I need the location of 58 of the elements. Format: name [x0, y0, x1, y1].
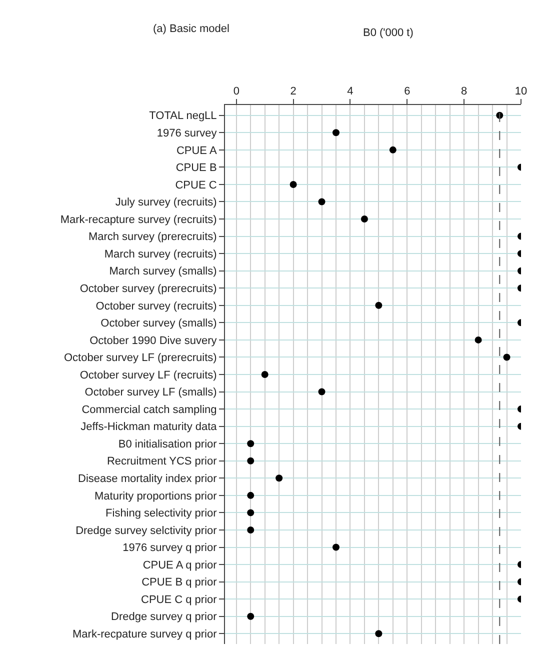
x-tick-label: 6 [404, 86, 410, 98]
x-tick-label: 2 [290, 86, 296, 98]
y-tick-label: October survey LF (recruits) [80, 369, 217, 382]
x-tick-label: 0 [233, 86, 240, 98]
point [247, 492, 254, 499]
point [247, 440, 254, 448]
y-tick-label: TOTAL negLL [149, 110, 217, 122]
y-tick-label: Commercial catch sampling [82, 404, 217, 416]
x-tick-label: 10 [514, 86, 528, 98]
point [332, 544, 340, 551]
point [318, 388, 326, 396]
y-tick-label: March survey (smalls) [109, 266, 217, 278]
point [503, 354, 510, 361]
y-tick-label: CPUE C [175, 179, 217, 192]
y-tick-label: October survey (recruits) [96, 300, 217, 312]
y-tick-label: Dredge survey selctivity prior [76, 524, 218, 537]
y-tick-label: Mark-recapture survey (recruits) [60, 214, 217, 226]
chart-title: (a) Basic model [153, 23, 230, 35]
y-tick-label: Disease mortality index prior [78, 473, 218, 485]
point [318, 198, 326, 206]
y-tick-label: October 1990 Dive suvery [90, 334, 218, 347]
point [247, 457, 254, 464]
point [247, 612, 254, 620]
y-tick-label: March survey (recruits) [104, 248, 217, 260]
point [247, 526, 254, 534]
point [375, 630, 382, 638]
point [247, 509, 254, 516]
x-axis-title: B0 ('000 t) [363, 27, 414, 39]
point [360, 216, 368, 223]
point [389, 146, 396, 154]
point [375, 302, 382, 309]
y-tick-label: CPUE A [176, 144, 218, 157]
y-tick-label: Dredge survey q prior [111, 611, 218, 624]
y-tick-label: March survey (prerecruits) [88, 231, 217, 244]
y-tick-label: Fishing selectivity prior [106, 508, 218, 520]
y-tick-label: Recruitment YCS prior [106, 456, 218, 468]
y-tick-label: October survey LF (smalls) [84, 386, 217, 399]
point [261, 371, 268, 378]
y-tick-label: October survey LF (prerecruits) [64, 352, 217, 364]
y-tick-label: October survey (prerecruits) [80, 282, 217, 295]
y-tick-label: October survey (smalls) [100, 318, 217, 330]
y-tick-label: 1976 survey q prior [122, 542, 218, 554]
x-tick-label: 8 [461, 86, 468, 98]
y-tick-label: Maturity proportions prior [94, 490, 218, 502]
y-tick-label: Jeffs-Hickman maturity data [80, 421, 218, 434]
y-tick-label: CPUE B q prior [142, 576, 218, 589]
y-tick-label: Mark-recpature survey q prior [72, 628, 218, 640]
y-tick-label: CPUE A q prior [142, 559, 218, 572]
point [332, 129, 340, 136]
y-tick-label: CPUE C q prior [141, 594, 218, 606]
x-tick-label: 4 [347, 86, 354, 98]
y-tick-label: 1976 survey [156, 127, 218, 140]
point [474, 336, 482, 344]
point [276, 474, 283, 482]
y-tick-label: CPUE B [176, 162, 217, 174]
y-tick-label: July survey (recruits) [115, 196, 217, 209]
point [290, 180, 297, 188]
y-tick-label: B0 initialisation prior [118, 438, 218, 450]
